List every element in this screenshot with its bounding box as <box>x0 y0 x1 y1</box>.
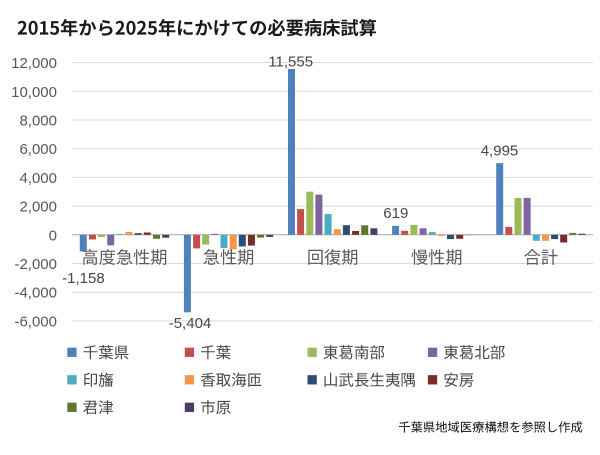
svg-text:-2,000: -2,000 <box>14 256 57 273</box>
svg-text:12,000: 12,000 <box>11 55 57 72</box>
svg-text:4,000: 4,000 <box>19 170 57 187</box>
svg-text:6,000: 6,000 <box>19 141 57 158</box>
svg-text:619: 619 <box>383 205 408 222</box>
svg-text:-1,158: -1,158 <box>62 270 105 287</box>
svg-text:-5,404: -5,404 <box>169 315 212 332</box>
svg-text:10,000: 10,000 <box>11 84 57 101</box>
svg-text:-4,000: -4,000 <box>14 285 57 302</box>
svg-text:4,995: 4,995 <box>481 142 519 159</box>
svg-text:2,000: 2,000 <box>19 199 57 216</box>
svg-text:8,000: 8,000 <box>19 113 57 130</box>
svg-text:11,555: 11,555 <box>268 54 313 71</box>
svg-text:-6,000: -6,000 <box>14 313 57 330</box>
svg-text:0: 0 <box>49 227 57 244</box>
